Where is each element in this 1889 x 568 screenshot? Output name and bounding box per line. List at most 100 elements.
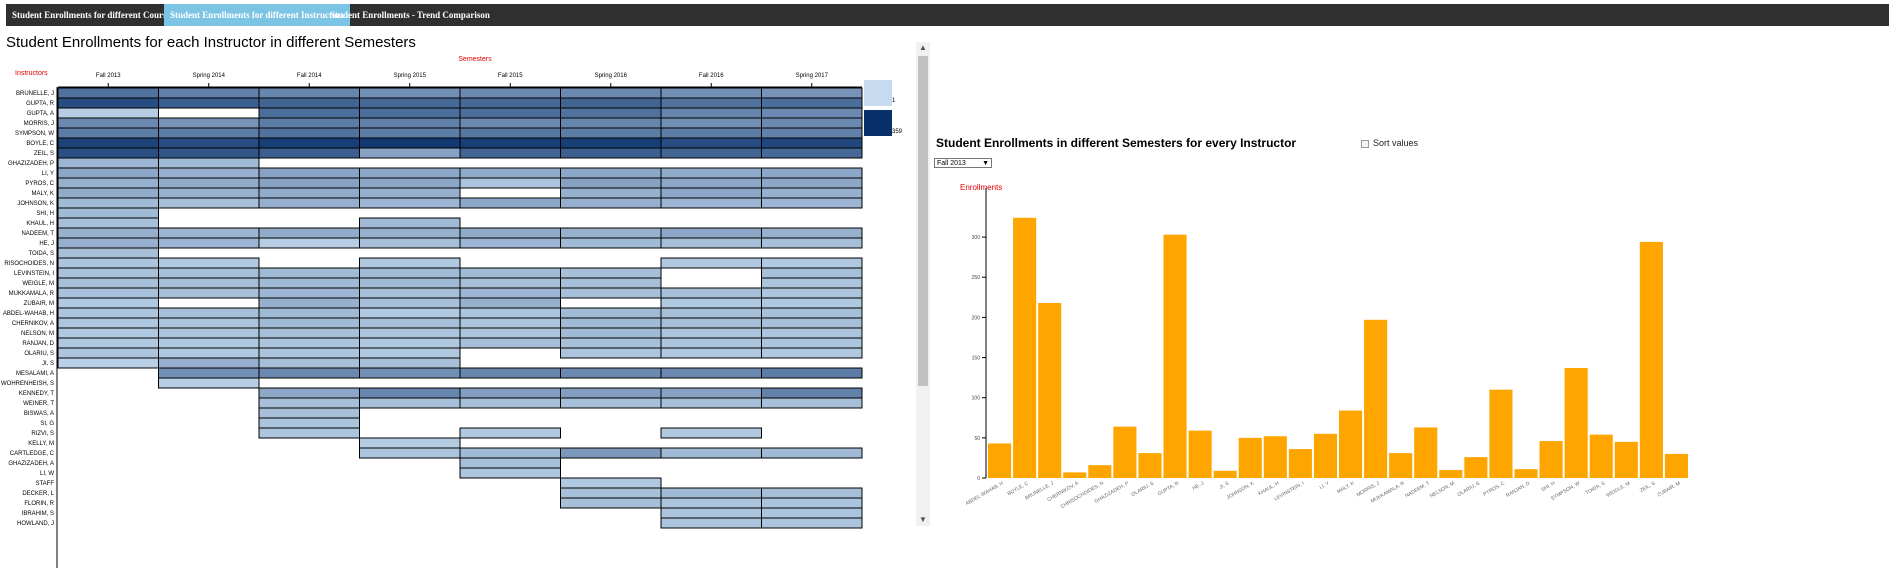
heatmap-row-label: BISWAS, A [24,411,54,417]
heatmap-chart: Instructors Semesters Fall 2013 Spring 2014… [1,56,903,568]
heatmap-cell [761,387,863,399]
heatmap-cell [57,97,159,109]
heatmap-cell [761,307,863,319]
heatmap-cell [258,237,360,249]
heatmap-cell [258,87,360,99]
bar [1088,465,1112,478]
heatmap-cell [560,287,662,299]
heatmap-cell [57,297,159,309]
bar-x-tick-label: JI, S [1219,480,1231,491]
heatmap-cell [660,117,762,129]
heatmap-cell [459,137,561,149]
heatmap-cell [359,397,461,409]
bar [1013,217,1037,478]
heatmap-cell [660,257,762,269]
heatmap-cell [761,287,863,299]
heatmap-cell [57,267,159,279]
heatmap-cell [158,367,260,379]
heatmap-cell [57,327,159,339]
heatmap-row-label: MESALAMI, A [16,371,54,377]
heatmap-cell [459,287,561,299]
heatmap-cell [158,317,260,329]
heatmap-cell [258,397,360,409]
heatmap-cell [158,337,260,349]
heatmap-cell [359,357,461,369]
heatmap-cell [560,137,662,149]
heatmap-cell [660,237,762,249]
heatmap-cell [459,397,561,409]
heatmap-cell [459,467,561,479]
heatmap-cell [359,127,461,139]
heatmap-cell [57,157,159,169]
heatmap-cell [459,447,561,459]
heatmap-row-label: GHAZIZADEH, A [8,461,54,467]
heatmap-row-label: NADEEM, T [21,231,54,237]
heatmap-cell [57,237,159,249]
heatmap-cell [359,257,461,269]
heatmap-cell [158,267,260,279]
heatmap-cell [560,187,662,199]
heatmap-cell [359,287,461,299]
heatmap-cell [459,227,561,239]
heatmap-row-label: SYMPSON, W [15,131,54,137]
heatmap-cell [660,187,762,199]
heatmap-cell [459,177,561,189]
semester-select[interactable]: Fall 2013 ▼ [934,158,992,168]
heatmap-cell [459,327,561,339]
heatmap-cell [761,497,863,509]
bar [1063,472,1087,478]
heatmap-column-label: Spring 2014 [193,73,226,79]
heatmap-cell [258,197,360,209]
heatmap-cell [158,177,260,189]
heatmap-cell [560,117,662,129]
heatmap-cell [660,137,762,149]
heatmap-cell [359,177,461,189]
bar [1188,430,1212,478]
tab-trend-comparison[interactable]: Student Enrollments - Trend Comparison [330,10,490,20]
heatmap-cell [459,387,561,399]
heatmap-cell [459,237,561,249]
heatmap-cell [459,297,561,309]
bar-x-tick-label: HE, J [1192,480,1206,492]
heatmap-scrollbar[interactable]: ▲ ▼ [916,42,930,526]
heatmap-cell [660,177,762,189]
heatmap-column-label: Fall 2016 [699,73,724,79]
heatmap-cell [158,287,260,299]
tab-courses[interactable]: Student Enrollments for different Course… [12,10,174,20]
heatmap-cell [761,97,863,109]
bar [1213,470,1237,478]
heatmap-cell [761,127,863,139]
heatmap-cell [761,447,863,459]
heatmap-cell [560,347,662,359]
sort-values-checkbox[interactable] [1361,140,1369,148]
heatmap-cell [258,427,360,439]
heatmap-cell [57,317,159,329]
heatmap-row-label: GHAZIZADEH, P [8,161,54,167]
heatmap-cell [761,137,863,149]
bar-y-axis-label: Enrollments [960,183,1002,192]
heatmap-row-label: RIZVI, S [31,431,54,437]
bar-x-tick-label: LI, Y [1319,480,1331,491]
bar [1539,441,1563,478]
heatmap-cell [359,137,461,149]
heatmap-cell [660,427,762,439]
heatmap-cell [660,297,762,309]
bar-chart-title: Student Enrollments in different Semeste… [936,136,1297,150]
heatmap-title: Student Enrollments for each Instructor … [6,34,416,51]
heatmap-cell [459,337,561,349]
tab-instructors[interactable]: Student Enrollments for different Instru… [164,4,350,26]
scroll-up-arrow-icon[interactable]: ▲ [919,43,927,52]
heatmap-cell [158,197,260,209]
scrollbar-thumb[interactable] [918,56,928,386]
bar-x-tick-label: ZUBAIR, M [1657,481,1682,499]
heatmap-cell [761,517,863,529]
heatmap-cell [560,337,662,349]
heatmap-row-label: WOHRENHEISH, S [1,381,54,387]
heatmap-cell [459,147,561,159]
heatmap-column-label: Spring 2017 [796,73,829,79]
heatmap-cell [258,357,360,369]
heatmap-x-axis-label: Semesters [458,56,492,63]
heatmap-cell [560,497,662,509]
bar-x-tick-label: ZEIL, S [1639,480,1657,494]
scroll-down-arrow-icon[interactable]: ▼ [919,515,927,524]
